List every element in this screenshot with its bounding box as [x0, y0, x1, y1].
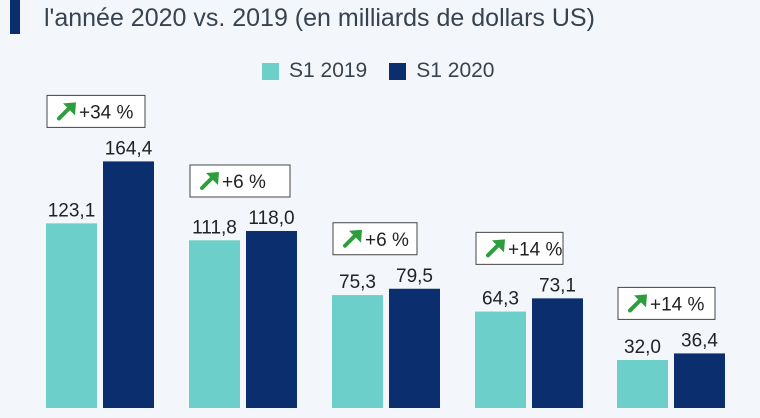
legend-label-2019: S1 2019 [289, 59, 368, 82]
arrow-up-right-icon [486, 239, 505, 258]
bar-2019-5 [617, 360, 668, 408]
value-label-2020-2: 118,0 [248, 208, 294, 229]
arrow-up-right-icon [628, 294, 647, 313]
bar-2019-4 [475, 311, 526, 408]
change-label-4: +14 % [508, 239, 563, 260]
value-label-2020-5: 36,4 [681, 330, 718, 351]
value-label-2019-4: 64,3 [482, 289, 519, 310]
change-label-2: +6 % [222, 172, 266, 193]
change-badge-box-2 [189, 164, 291, 198]
change-label-1: +34 % [79, 102, 134, 123]
legend-item-2019: S1 2019 [262, 59, 367, 83]
value-label-2019-3: 75,3 [339, 272, 376, 293]
change-badge-4: +14 % [475, 231, 564, 265]
legend: S1 2019 S1 2020 [262, 58, 495, 84]
change-badge-box-3 [332, 222, 418, 256]
bar-2020-5 [674, 353, 725, 408]
value-label-2019-2: 111,8 [192, 217, 237, 238]
title-accent-bar [10, 0, 20, 34]
bar-2020-3 [389, 288, 440, 408]
change-badge-box-4 [475, 231, 564, 265]
change-badge-1: +34 % [46, 94, 146, 128]
bar-2020-2 [246, 231, 297, 408]
chart-title: l'année 2020 vs. 2019 (en milliards de d… [44, 4, 595, 32]
change-label-5: +14 % [650, 294, 705, 315]
value-label-2020-4: 73,1 [539, 275, 576, 296]
value-label-2020-3: 79,5 [396, 266, 433, 287]
bar-2020-4 [532, 298, 583, 408]
arrow-up-right-icon [57, 102, 76, 121]
arrow-up-right-icon [343, 229, 362, 248]
change-badge-box-1 [46, 94, 146, 128]
legend-swatch-2019 [262, 62, 279, 80]
change-badge-3: +6 % [332, 222, 418, 256]
value-label-2019-5: 32,0 [624, 337, 661, 358]
legend-item-2020: S1 2020 [389, 59, 495, 83]
arrow-up-right-icon [200, 172, 219, 190]
bar-2020-1 [103, 161, 154, 408]
bar-2019-2 [189, 240, 240, 408]
change-label-3: +6 % [365, 230, 409, 251]
legend-label-2020: S1 2020 [416, 59, 495, 82]
bar-2019-1 [46, 223, 97, 408]
bar-2019-3 [332, 295, 383, 408]
legend-swatch-2020 [389, 62, 407, 80]
change-badge-box-5 [617, 286, 716, 320]
change-badge-5: +14 % [617, 286, 716, 320]
change-badge-2: +6 % [189, 164, 291, 198]
value-label-2019-1: 123,1 [48, 200, 96, 221]
value-label-2020-1: 164,4 [105, 138, 153, 159]
